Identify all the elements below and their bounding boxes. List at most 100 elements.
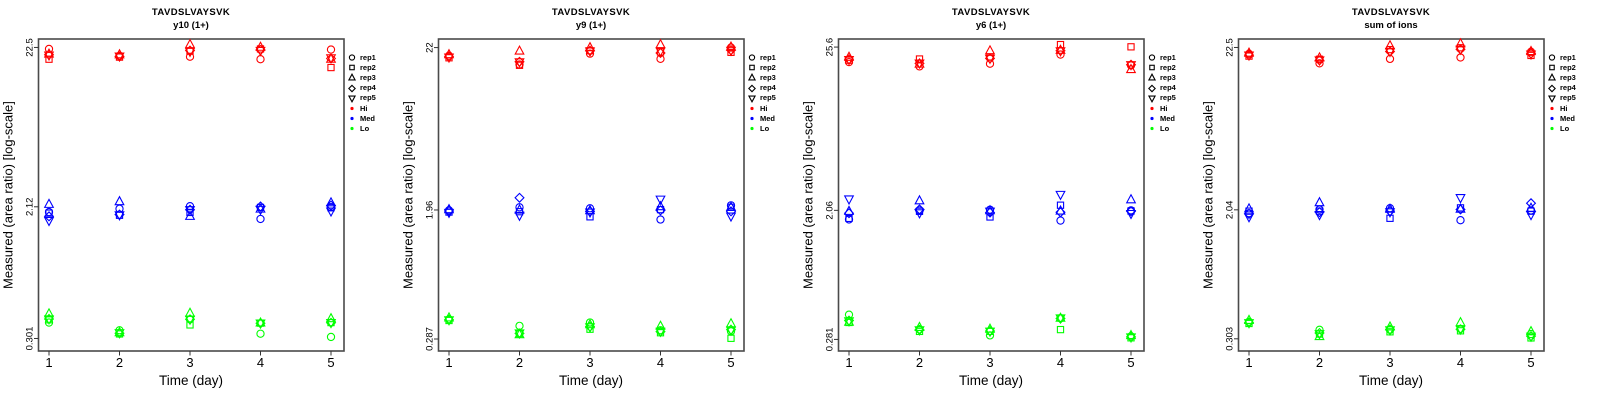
data-point xyxy=(1055,47,1066,58)
data-point xyxy=(326,332,336,342)
data-point xyxy=(1243,213,1255,223)
legend-item-rep5: rep5 xyxy=(347,93,376,103)
legend-item-rep5: rep5 xyxy=(1547,93,1576,103)
legend-item-hi: Hi xyxy=(747,103,776,113)
data-point xyxy=(584,41,596,52)
legend-item-label: Lo xyxy=(760,123,770,133)
triangle-up-icon xyxy=(1547,73,1557,81)
legend-item-label: Lo xyxy=(1560,123,1570,133)
data-point xyxy=(184,315,196,326)
legend-item-label: rep5 xyxy=(760,93,776,103)
legend-dot xyxy=(1550,106,1554,111)
data-point xyxy=(1055,312,1066,322)
plot-area: 22.5 2.12 0.301 1 2 3 4 5 xyxy=(25,38,345,370)
data-point xyxy=(443,208,455,219)
data-point xyxy=(255,205,266,216)
legend-item-label: Hi xyxy=(760,103,768,113)
triangle-up-icon xyxy=(1147,73,1157,81)
legend-item-rep3: rep3 xyxy=(747,72,776,82)
panel-title: TAVDSLVAYSVK xyxy=(951,7,1031,18)
data-point xyxy=(1127,43,1135,51)
legend-item-label: rep3 xyxy=(360,72,376,82)
legend-item-label: rep2 xyxy=(760,62,776,72)
data-point xyxy=(347,95,357,103)
circle-icon xyxy=(348,54,356,61)
data-point xyxy=(184,206,196,216)
data-point xyxy=(43,198,55,208)
data-point xyxy=(325,312,337,323)
points-hi xyxy=(843,40,1137,74)
dot-icon xyxy=(1550,106,1554,111)
data-point xyxy=(984,44,996,55)
data-point xyxy=(655,205,666,216)
points-lo xyxy=(443,311,737,342)
y-tick-label: 2.06 xyxy=(825,201,836,220)
y-tick-label: 25.6 xyxy=(825,38,836,57)
data-point xyxy=(1314,330,1325,340)
diamond-icon xyxy=(1548,84,1556,93)
legend: rep1 rep2 rep3 rep4 rep5 Hi Med Lo xyxy=(1547,52,1576,134)
square-icon xyxy=(349,64,355,71)
data-point xyxy=(914,59,925,70)
data-point xyxy=(184,47,196,58)
data-point xyxy=(843,205,855,215)
legend: rep1 rep2 rep3 rep4 rep5 Hi Med Lo xyxy=(747,52,776,134)
legend-item-rep4: rep4 xyxy=(347,83,376,93)
data-point xyxy=(1056,325,1065,334)
data-point xyxy=(515,203,524,212)
legend-dot xyxy=(1550,117,1554,121)
data-point xyxy=(325,207,337,218)
data-point xyxy=(656,215,665,224)
data-point xyxy=(1125,333,1137,344)
data-point xyxy=(1125,193,1137,204)
legend-item-rep1: rep1 xyxy=(347,52,376,62)
legend-item-label: rep4 xyxy=(1160,83,1176,93)
triangle-down-icon xyxy=(1147,95,1157,103)
x-tick-label: 3 xyxy=(986,355,993,370)
data-point xyxy=(984,54,996,65)
points-lo xyxy=(843,310,1137,344)
data-point xyxy=(43,216,55,227)
y-tick-label: 2.12 xyxy=(25,198,36,217)
legend-item-rep2: rep2 xyxy=(347,62,376,72)
data-point xyxy=(584,47,596,58)
plot-box xyxy=(837,38,1145,352)
dot-icon xyxy=(1150,117,1154,121)
data-point xyxy=(443,316,455,326)
x-tick-label: 4 xyxy=(1457,355,1464,370)
data-point xyxy=(514,211,525,222)
points-med xyxy=(43,195,337,227)
data-point xyxy=(725,201,737,211)
data-point xyxy=(186,321,194,329)
data-point xyxy=(326,45,336,54)
y-tick-label: 22 xyxy=(425,42,436,53)
data-point xyxy=(1525,332,1537,343)
data-point xyxy=(1055,44,1066,54)
data-point xyxy=(747,95,757,103)
data-point xyxy=(914,204,925,215)
x-axis-label: Time (day) xyxy=(558,373,623,388)
legend-item-label: rep1 xyxy=(760,52,776,62)
x-tick-label: 4 xyxy=(257,355,264,370)
legend-item-lo: Lo xyxy=(747,123,776,133)
data-point xyxy=(655,200,666,211)
x-tick-label: 5 xyxy=(327,355,334,370)
panel-y9: TAVDSLVAYSVK y9 (1+) Measured (area rati… xyxy=(400,0,800,400)
legend-item-rep1: rep1 xyxy=(747,52,776,62)
data-point xyxy=(255,319,266,330)
data-point xyxy=(348,84,356,93)
data-point xyxy=(1314,56,1325,67)
data-point xyxy=(514,329,525,340)
data-point xyxy=(584,206,596,217)
data-point xyxy=(1314,196,1325,207)
data-point xyxy=(1548,54,1556,61)
legend-item-label: rep2 xyxy=(1560,62,1576,72)
x-tick-label: 5 xyxy=(1527,355,1534,370)
data-point xyxy=(749,64,755,71)
data-point xyxy=(1055,314,1066,325)
x-tick-label: 1 xyxy=(1245,355,1252,370)
triangle-down-icon xyxy=(1547,95,1557,103)
legend-item-rep3: rep3 xyxy=(1547,72,1576,82)
dot-icon xyxy=(750,106,754,111)
